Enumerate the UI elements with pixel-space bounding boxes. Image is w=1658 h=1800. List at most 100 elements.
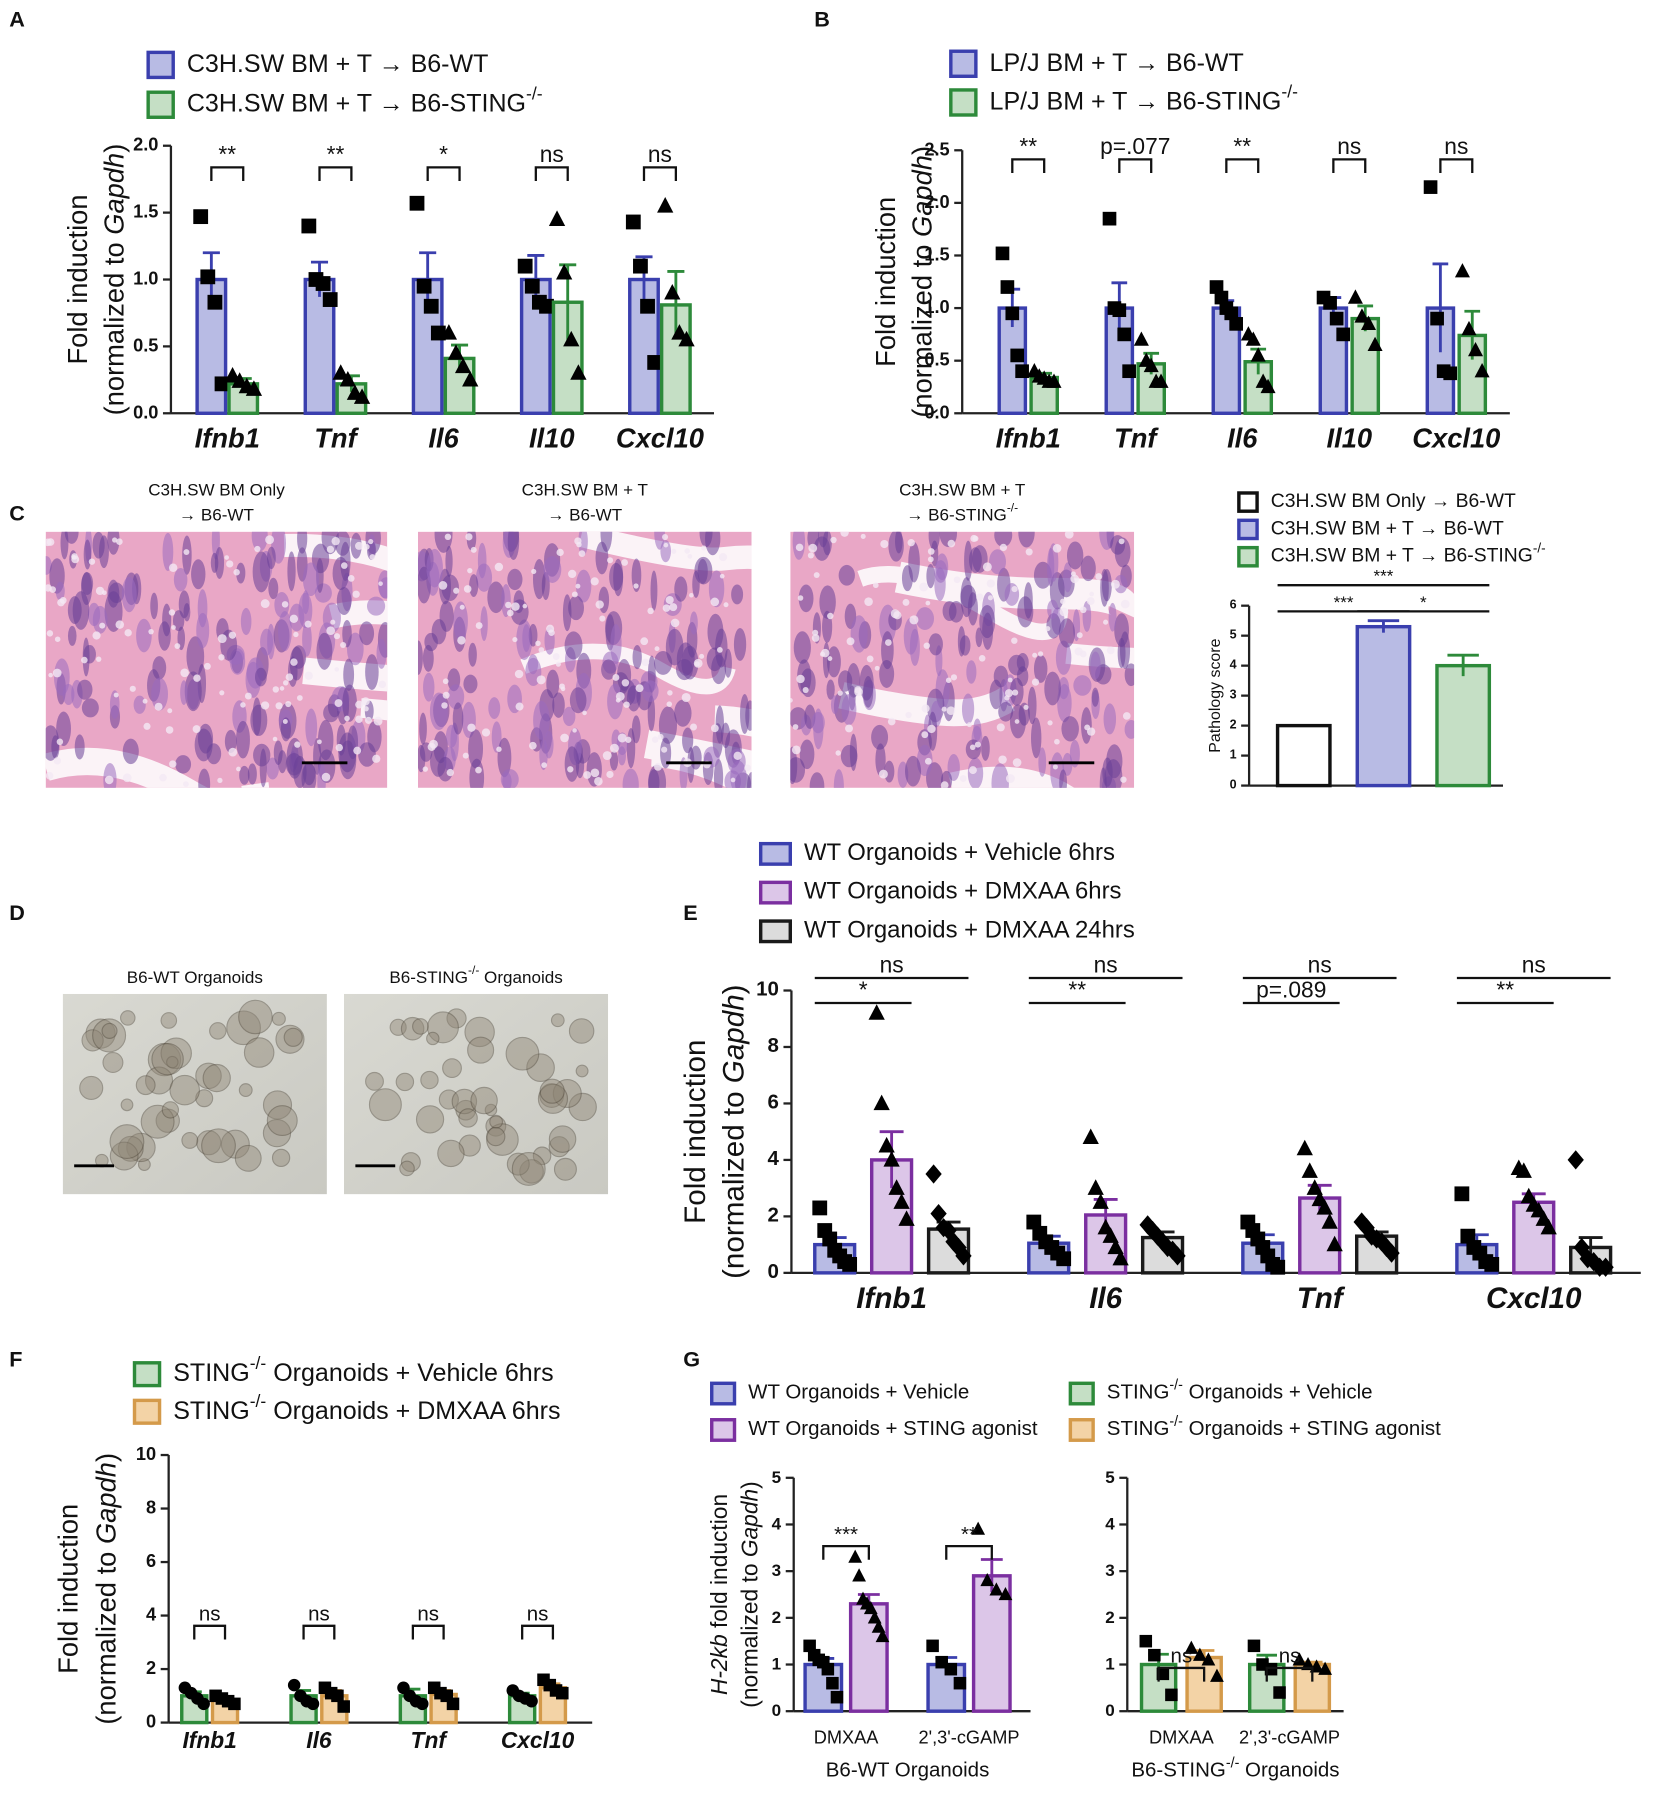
goblet: [568, 569, 577, 579]
goblet: [978, 655, 986, 662]
goblet: [621, 679, 630, 687]
goblet: [442, 691, 450, 699]
organoid: [120, 1098, 134, 1112]
goblet: [1045, 626, 1051, 632]
crypt: [293, 755, 307, 788]
crypt: [287, 551, 296, 592]
goblet: [514, 669, 524, 679]
legend-swatch: [710, 1418, 737, 1442]
y-axis-label: H-2kb fold induction: [706, 1494, 732, 1695]
organoid: [506, 1152, 530, 1176]
goblet: [684, 548, 691, 554]
goblet: [1103, 619, 1109, 625]
goblet: [1025, 548, 1033, 556]
data-point: [1133, 331, 1149, 346]
data-point: [1354, 308, 1370, 323]
crypt: [429, 692, 448, 731]
goblet: [590, 577, 599, 586]
crypt: [617, 746, 626, 766]
organoid: [467, 1036, 495, 1064]
organoid: [195, 1089, 214, 1108]
crypt: [45, 725, 60, 761]
y-tick-label: 4: [1230, 658, 1237, 672]
crypt: [991, 763, 1009, 788]
legend-swatch: [1237, 491, 1259, 513]
crypt: [468, 729, 484, 769]
goblet: [575, 583, 581, 589]
data-point: [1010, 348, 1025, 363]
crypt: [77, 679, 93, 700]
legend-swatch: [758, 841, 792, 866]
crypt: [1031, 717, 1042, 759]
organoid: [399, 1160, 415, 1177]
significance-bracket: [1118, 158, 1153, 174]
panel-label: E: [683, 900, 697, 925]
goblet: [265, 535, 275, 545]
goblet: [909, 615, 919, 625]
goblet: [369, 554, 376, 560]
crypt: [260, 628, 274, 656]
crypt: [447, 684, 465, 710]
data-point: [878, 1136, 895, 1153]
crypt: [358, 742, 376, 767]
data-point: [1224, 306, 1239, 321]
goblet: [999, 543, 1008, 552]
organoid: [101, 1022, 118, 1039]
goblet: [699, 653, 705, 659]
data-point: [548, 210, 566, 226]
crypt: [745, 700, 752, 731]
data-point: [1358, 1218, 1375, 1238]
organoid: [220, 1129, 250, 1159]
data-point: [1139, 1634, 1153, 1648]
goblet: [887, 717, 896, 726]
goblet: [694, 661, 700, 667]
organoid: [464, 1016, 495, 1048]
goblet: [623, 701, 630, 708]
x-tick-label: DMXAA: [814, 1727, 880, 1747]
significance-label: **: [961, 1523, 977, 1546]
organoid: [79, 1075, 104, 1101]
goblet: [272, 686, 280, 693]
crypt: [252, 551, 271, 593]
legend-swatch: [1237, 518, 1259, 541]
crypt: [1073, 675, 1092, 696]
legend-label: C3H.SW BM + T → B6-WT: [187, 50, 489, 78]
goblet: [633, 583, 639, 589]
y-tick-label: 2.0: [133, 135, 158, 155]
goblet: [81, 656, 88, 664]
data-point: [647, 355, 663, 370]
crypt: [724, 648, 732, 678]
organoid: [446, 1008, 467, 1029]
crypt: [1080, 555, 1096, 582]
crypt: [875, 743, 886, 777]
goblet: [927, 724, 936, 734]
x-tick-label: Cxcl10: [1486, 1282, 1582, 1315]
x-tick-label: Cxcl10: [616, 423, 704, 454]
organoid: [238, 999, 273, 1035]
crypt: [332, 556, 350, 591]
y-axis-label: (normalized to Gapdh): [91, 1453, 122, 1725]
data-point: [888, 1179, 905, 1195]
organoid: [486, 1123, 519, 1156]
goblet: [254, 545, 261, 553]
goblet: [506, 609, 514, 617]
significance-label: ns: [417, 1603, 439, 1626]
crypt: [480, 606, 488, 642]
data-point: [1117, 327, 1132, 342]
goblet: [54, 636, 61, 642]
data-point: [197, 1697, 210, 1711]
goblet: [1084, 724, 1091, 731]
data-point: [539, 298, 554, 314]
goblet: [665, 595, 674, 605]
goblet: [959, 775, 967, 782]
data-point: [926, 1639, 939, 1653]
crypt: [609, 750, 619, 771]
y-tick-label: 0.5: [924, 349, 949, 369]
organoid: [234, 1144, 262, 1172]
goblet: [373, 716, 383, 726]
x-tick-label: Cxcl10: [501, 1727, 575, 1753]
organoid: [415, 1105, 445, 1134]
organoid: [505, 1036, 540, 1071]
goblet: [874, 665, 880, 671]
crypt: [445, 724, 458, 748]
